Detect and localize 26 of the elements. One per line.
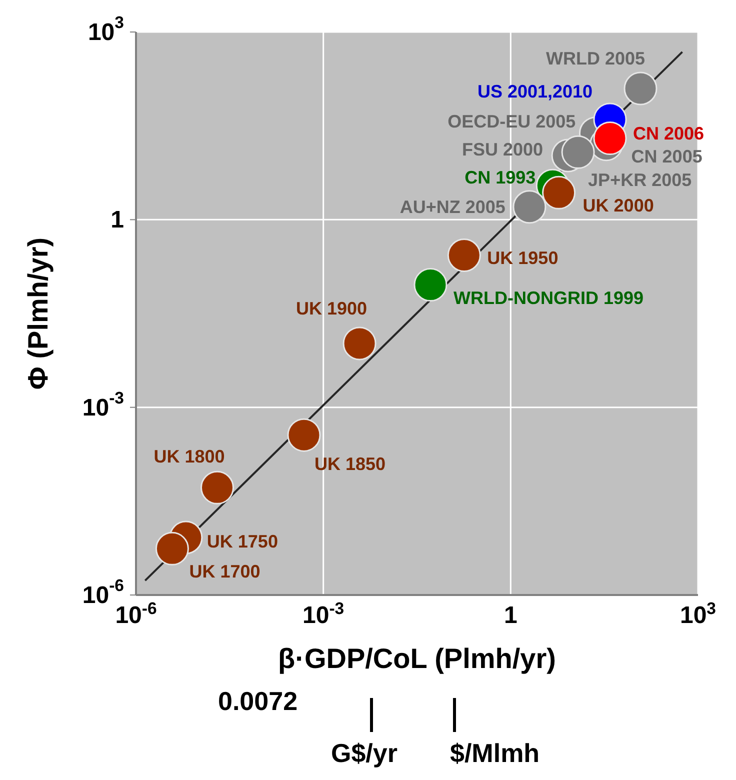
series-label: JP+KR 2005 <box>588 170 692 190</box>
y-axis-title: Φ (Plmh/yr) <box>22 237 54 390</box>
series-label: UK 1800 <box>154 446 225 467</box>
text: $/Mlmh <box>450 738 540 769</box>
x-axis-title: β·GDP/CoL (Plmh/yr) <box>278 643 556 674</box>
series-label: UK 1900 <box>296 298 368 318</box>
series-label: UK 2000 <box>582 196 654 216</box>
series-label: UK 1850 <box>314 454 386 474</box>
text: 0.0072 <box>218 686 298 717</box>
series-label: UK 1950 <box>487 248 558 268</box>
series-label: UK 1750 <box>206 532 278 552</box>
series-label: CN 2006 <box>633 123 704 144</box>
series-label: UK 1700 <box>189 562 260 582</box>
series-label: CN 1993 <box>464 168 536 188</box>
x-tick-label: 1 <box>504 602 518 629</box>
x-tick-label: 10$^{3}$ <box>680 598 716 629</box>
text: G$/yr <box>331 738 398 769</box>
series-label: WRLD-NONGRID 1999 <box>453 288 644 308</box>
x-tick-label: 10$^{-3}$ <box>302 598 344 629</box>
y-tick-label: 1 <box>110 206 124 234</box>
x-tick-label: 10$^{-6}$ <box>115 598 157 629</box>
y-tick-label: 10$^{-3}$ <box>82 388 124 421</box>
series-label: AU+NZ 2005 <box>400 196 506 217</box>
series-label: WRLD 2005 <box>546 48 646 68</box>
series-label: US 2001,2010 <box>477 81 593 102</box>
y-tick-label: 10$^{3}$ <box>88 13 124 46</box>
